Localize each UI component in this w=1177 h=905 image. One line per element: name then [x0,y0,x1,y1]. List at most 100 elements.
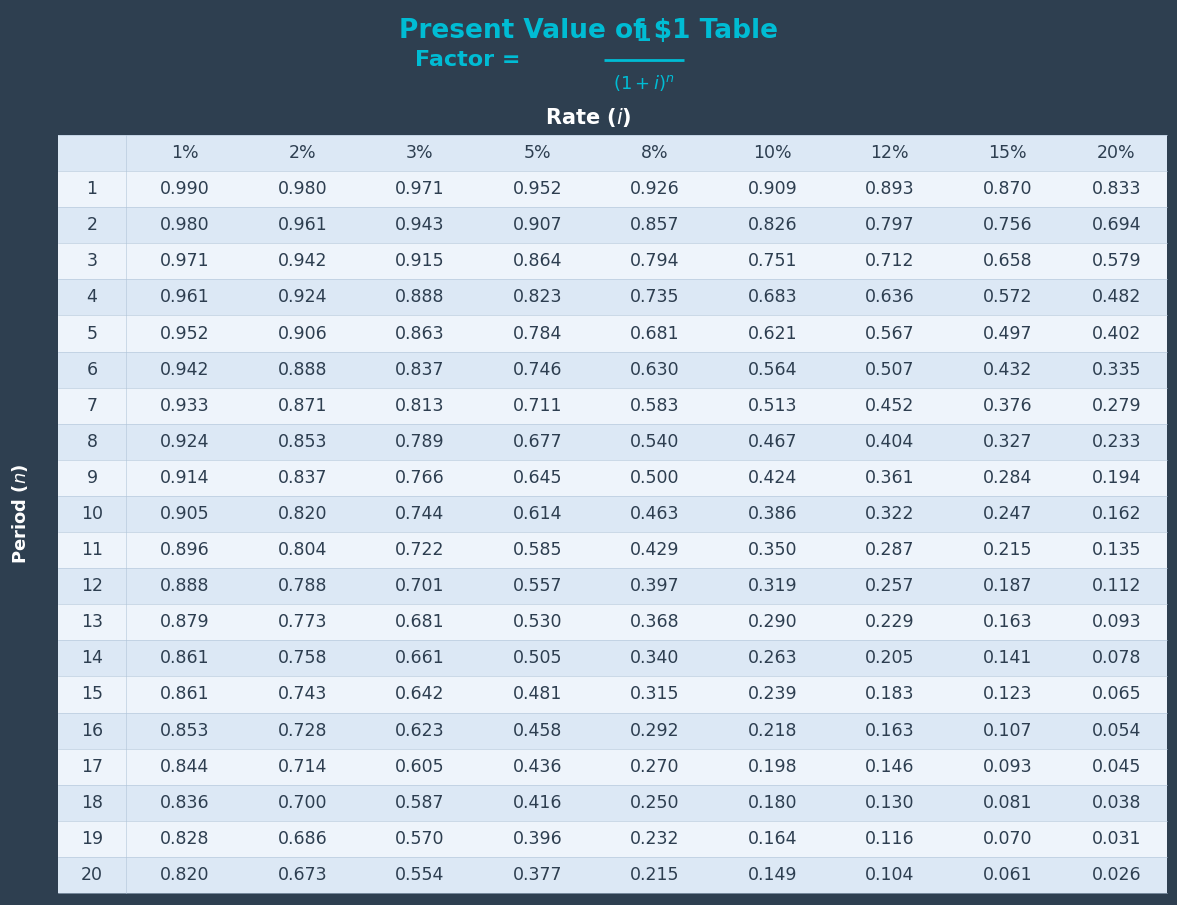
Bar [58,676,1168,712]
Text: 0.756: 0.756 [983,216,1032,234]
Text: 0.942: 0.942 [278,252,327,271]
Text: 0.452: 0.452 [865,396,915,414]
Text: 9: 9 [86,469,98,487]
Text: 0.587: 0.587 [395,794,445,812]
Text: 0.961: 0.961 [278,216,327,234]
Text: 0.205: 0.205 [865,650,915,667]
Text: 0.149: 0.149 [747,866,797,884]
Text: 0.112: 0.112 [1092,577,1142,595]
Text: 0.505: 0.505 [512,650,563,667]
Bar [58,351,1168,387]
Text: 0.853: 0.853 [160,721,210,739]
Text: 0.942: 0.942 [160,360,210,378]
Text: $(1 + i)^n$: $(1 + i)^n$ [612,73,674,93]
Bar [58,243,1168,280]
Text: 0.386: 0.386 [747,505,797,523]
Text: 0.614: 0.614 [512,505,563,523]
Text: 0.837: 0.837 [395,360,445,378]
Bar [58,641,1168,676]
Text: 0.327: 0.327 [983,433,1032,451]
Text: 0.250: 0.250 [630,794,679,812]
Text: 0.270: 0.270 [630,757,679,776]
Text: 0.943: 0.943 [395,216,445,234]
Text: 1: 1 [636,25,651,45]
Text: 0.746: 0.746 [512,360,563,378]
Text: 0.681: 0.681 [630,325,679,342]
Text: 0.130: 0.130 [865,794,915,812]
Text: 0.026: 0.026 [1092,866,1142,884]
Text: 6: 6 [86,360,98,378]
Text: 0.377: 0.377 [512,866,563,884]
Text: 0.279: 0.279 [1092,396,1142,414]
Text: 0.683: 0.683 [747,289,797,307]
Text: 0.980: 0.980 [278,180,327,198]
Text: 4: 4 [87,289,98,307]
Text: 0.585: 0.585 [512,541,563,559]
Text: 0.864: 0.864 [512,252,563,271]
Text: 0.870: 0.870 [983,180,1032,198]
Bar [58,785,1168,821]
Text: 0.743: 0.743 [278,685,327,703]
Text: 0.567: 0.567 [865,325,915,342]
Text: 12: 12 [81,577,104,595]
Text: 0.773: 0.773 [278,614,327,632]
Text: 0.340: 0.340 [630,650,679,667]
Text: 3: 3 [87,252,98,271]
Text: 0.677: 0.677 [512,433,563,451]
Text: 0.315: 0.315 [630,685,679,703]
Text: 0.893: 0.893 [865,180,915,198]
Text: 0.218: 0.218 [747,721,797,739]
Bar [58,605,1168,641]
Text: 0.766: 0.766 [395,469,445,487]
Text: 0.837: 0.837 [278,469,327,487]
Text: 0.116: 0.116 [865,830,915,848]
Text: 0.826: 0.826 [747,216,797,234]
Text: 5: 5 [87,325,98,342]
Text: 20: 20 [81,866,104,884]
Text: 0.194: 0.194 [1092,469,1142,487]
Text: 0.163: 0.163 [983,614,1032,632]
Text: 0.424: 0.424 [747,469,797,487]
Text: 0.572: 0.572 [983,289,1032,307]
Text: 0.694: 0.694 [1092,216,1142,234]
Text: 0.823: 0.823 [512,289,563,307]
Text: 0.263: 0.263 [747,650,797,667]
Text: 0.141: 0.141 [983,650,1032,667]
Text: 0.396: 0.396 [512,830,563,848]
Text: 0.146: 0.146 [865,757,915,776]
Text: 0.980: 0.980 [160,216,210,234]
Text: 0.728: 0.728 [278,721,327,739]
Text: Present Value of $1 Table: Present Value of $1 Table [399,18,778,44]
Text: 10%: 10% [753,144,792,162]
Text: 0.857: 0.857 [630,216,679,234]
Text: 0.432: 0.432 [983,360,1032,378]
Text: 0.123: 0.123 [983,685,1032,703]
Text: 0.853: 0.853 [278,433,327,451]
Text: 0.924: 0.924 [160,433,210,451]
Text: 16: 16 [81,721,104,739]
Text: 0.376: 0.376 [983,396,1032,414]
Text: 0.065: 0.065 [1092,685,1142,703]
Text: 0.605: 0.605 [395,757,445,776]
Text: 18: 18 [81,794,104,812]
Text: 0.813: 0.813 [395,396,445,414]
Text: 0.735: 0.735 [630,289,679,307]
Text: 0.621: 0.621 [747,325,797,342]
Text: 10: 10 [81,505,104,523]
Text: 0.135: 0.135 [1092,541,1142,559]
Text: 0.758: 0.758 [278,650,327,667]
Text: 0.467: 0.467 [747,433,797,451]
Text: 0.642: 0.642 [395,685,445,703]
Text: 0.322: 0.322 [865,505,915,523]
Text: 0.744: 0.744 [395,505,445,523]
Bar [58,424,1168,460]
Text: 5%: 5% [524,144,551,162]
Text: 0.215: 0.215 [983,541,1032,559]
Text: 0.180: 0.180 [747,794,797,812]
Text: 0.402: 0.402 [1092,325,1142,342]
Text: 0.583: 0.583 [630,396,679,414]
Text: 1%: 1% [171,144,199,162]
Text: 2: 2 [87,216,98,234]
Text: 0.896: 0.896 [160,541,210,559]
Bar [58,532,1168,568]
